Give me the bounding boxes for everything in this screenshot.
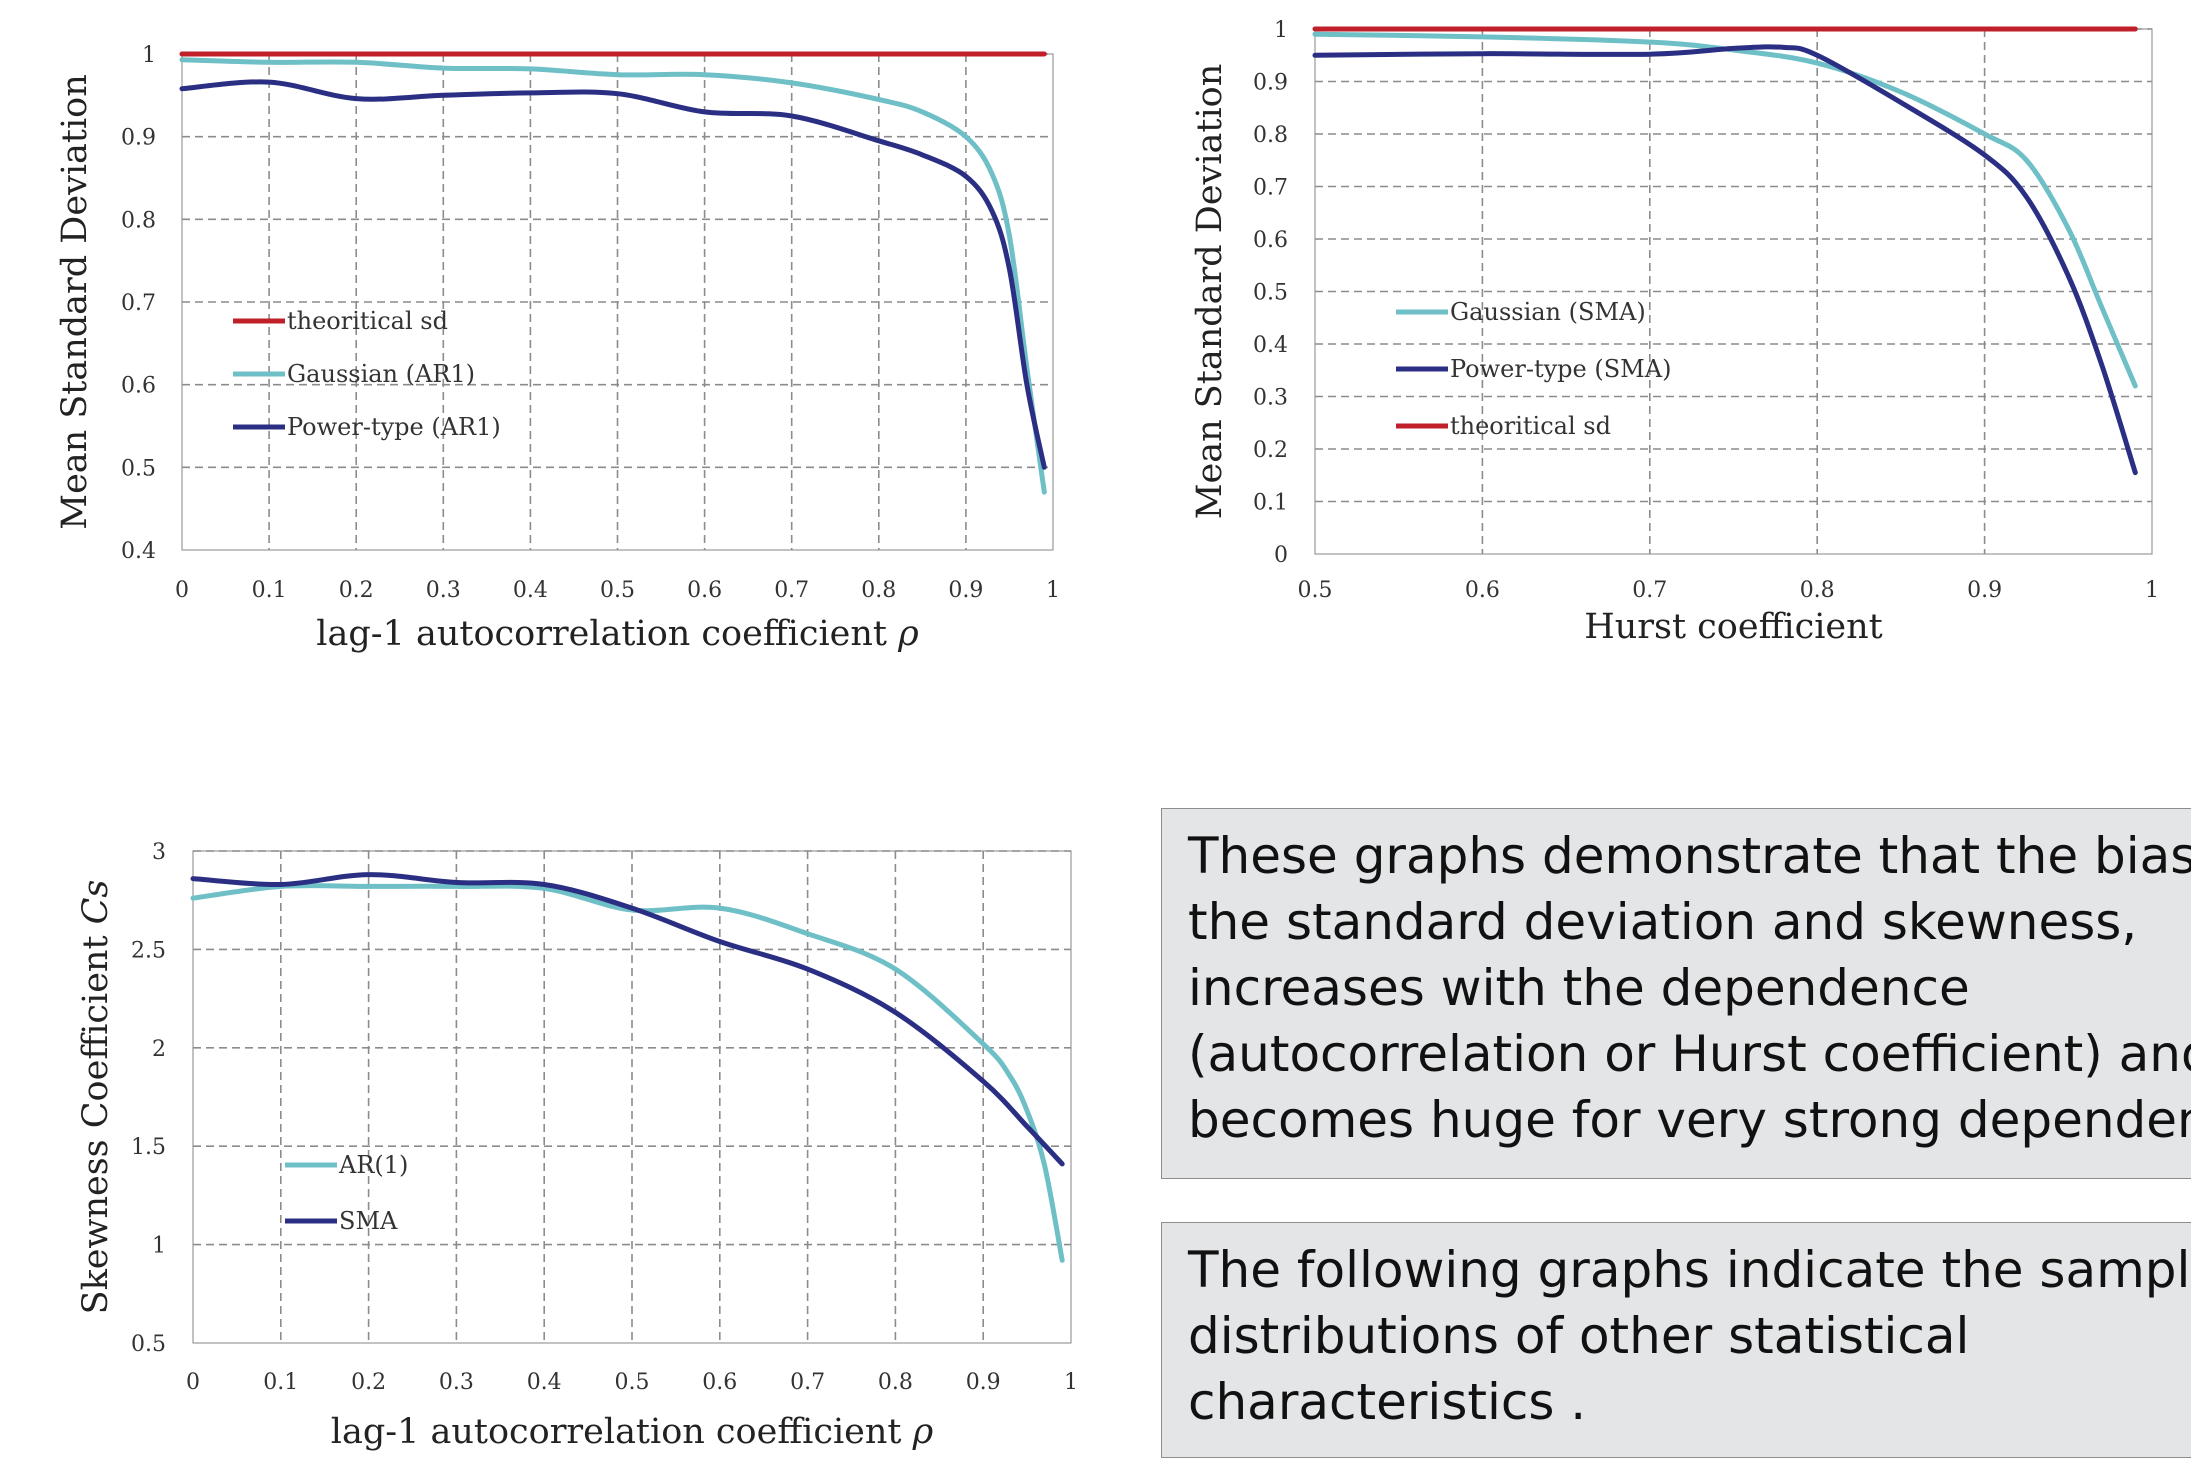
- note-line: distributions of other statistical: [1188, 1307, 1970, 1365]
- note-box-bias: These graphs demonstrate that the bias i…: [1161, 808, 2191, 1179]
- x-tick-label: 0.1: [252, 578, 287, 603]
- y-tick-label: 1: [152, 1234, 166, 1259]
- y-tick-label: 0.8: [1253, 123, 1288, 148]
- legend-label: Power-type (SMA): [1450, 355, 1671, 383]
- y-tick-label: 0.4: [1253, 333, 1288, 358]
- y-axis-label: Mean Standard Deviation: [1190, 64, 1230, 520]
- y-tick-label: 1: [142, 43, 156, 68]
- x-tick-label: 1: [1046, 578, 1060, 603]
- y-tick-label: 0.9: [1253, 71, 1288, 96]
- x-axis-symbol: ρ: [887, 614, 919, 654]
- x-tick-label: 0.6: [702, 1370, 737, 1395]
- y-tick-label: 3: [152, 840, 166, 865]
- y-tick-label: 1.5: [131, 1135, 166, 1160]
- note-line: becomes huge for very strong dependence.: [1188, 1091, 2191, 1149]
- y-tick-label: 2: [152, 1037, 166, 1062]
- series-line: [190, 883, 1065, 1263]
- series-line: [179, 57, 1047, 495]
- chart-1: 0 0.1 0.2 0.3 0.4 0.5 0.6 0.7 0.8 0.9 1 0.4 0.5 0.6 0.…: [55, 43, 1060, 654]
- note-line: the standard deviation and skewness,: [1188, 893, 2138, 951]
- y-axis-symbol: Cs: [76, 880, 116, 936]
- x-tick-label: 0.5: [615, 1370, 650, 1395]
- note-line: characteristics .: [1188, 1373, 1587, 1431]
- y-tick-label: 2.5: [131, 938, 166, 963]
- note-box-following: The following graphs indicate the sampli…: [1161, 1222, 2191, 1458]
- y-axis-label: Mean Standard Deviation: [55, 74, 95, 530]
- legend-label: AR(1): [338, 1151, 408, 1179]
- legend-label: Power-type (AR1): [287, 413, 501, 441]
- y-tick-label: 1: [1274, 18, 1288, 43]
- x-tick-label: 0.7: [774, 578, 809, 603]
- x-axis-label: lag-1 autocorrelation coefficient ρ: [316, 614, 919, 654]
- series-line: [190, 872, 1065, 1167]
- x-tick-label: 1: [2145, 578, 2159, 603]
- chart-3: 0 0.1 0.2 0.3 0.4 0.5 0.6 0.7 0.8 0.9 1 0.5 1 1.5 2 2.5…: [76, 840, 1078, 1452]
- y-tick-label: 0.9: [121, 126, 156, 151]
- legend-label: Gaussian (SMA): [1450, 298, 1646, 326]
- series-line: [1312, 44, 2138, 476]
- x-tick-label: 0.8: [1800, 578, 1835, 603]
- x-tick-label: 0.8: [861, 578, 896, 603]
- y-tick-label: 0.2: [1253, 438, 1288, 463]
- y-tick-label: 0.3: [1253, 386, 1288, 411]
- x-tick-label: 0.7: [1632, 578, 1667, 603]
- legend-label: theoritical sd: [1450, 412, 1611, 440]
- y-tick-label: 0.5: [121, 456, 156, 481]
- chart-2: 0.5 0.6 0.7 0.8 0.9 1 0 0.1 0.2 0.3 0.4 0.5 0.6 0.7 0.…: [1190, 18, 2159, 647]
- x-tick-label: 0.9: [948, 578, 983, 603]
- y-tick-label: 0.5: [131, 1332, 166, 1357]
- x-tick-label: 0.6: [1465, 578, 1500, 603]
- y-tick-label: 0.7: [121, 291, 156, 316]
- note-line: (autocorrelation or Hurst coefficient) a…: [1188, 1025, 2191, 1083]
- x-tick-label: 0.9: [966, 1370, 1001, 1395]
- y-tick-label: 0.7: [1253, 176, 1288, 201]
- x-tick-label: 0.8: [878, 1370, 913, 1395]
- y-axis-label: Skewness Coefficient Cs: [76, 880, 116, 1315]
- note-line: increases with the dependence: [1188, 959, 1970, 1017]
- x-axis-label: Hurst coefficient: [1584, 607, 1883, 647]
- x-tick-label: 0.1: [263, 1370, 298, 1395]
- y-tick-label: 0: [1274, 543, 1288, 568]
- note-line: The following graphs indicate the sampli…: [1188, 1241, 2191, 1299]
- series-line: [1312, 31, 2138, 389]
- note-line: These graphs demonstrate that the bias i…: [1188, 827, 2191, 885]
- y-tick-label: 0.6: [121, 374, 156, 399]
- y-tick-label: 0.5: [1253, 281, 1288, 306]
- x-tick-label: 0: [186, 1370, 200, 1395]
- y-tick-label: 0.4: [121, 539, 156, 564]
- x-tick-label: 0.5: [1298, 578, 1333, 603]
- x-tick-label: 0.4: [513, 578, 548, 603]
- legend-label: Gaussian (AR1): [287, 360, 475, 388]
- x-axis-symbol: ρ: [902, 1412, 934, 1452]
- x-tick-label: 0.9: [1967, 578, 2002, 603]
- x-tick-label: 0.3: [426, 578, 461, 603]
- legend-label: theoritical sd: [287, 307, 448, 335]
- x-tick-label: 0.5: [600, 578, 635, 603]
- x-tick-label: 0.2: [339, 578, 374, 603]
- y-tick-label: 0.6: [1253, 228, 1288, 253]
- x-tick-label: 0.7: [790, 1370, 825, 1395]
- x-tick-label: 0.2: [351, 1370, 386, 1395]
- x-tick-label: 0.3: [439, 1370, 474, 1395]
- x-tick-label: 0.4: [527, 1370, 562, 1395]
- series-line: [179, 79, 1047, 470]
- x-tick-label: 0: [175, 578, 189, 603]
- y-tick-label: 0.8: [121, 208, 156, 233]
- x-tick-label: 1: [1064, 1370, 1078, 1395]
- y-tick-label: 0.1: [1253, 491, 1288, 516]
- x-tick-label: 0.6: [687, 578, 722, 603]
- x-axis-label: lag-1 autocorrelation coefficient ρ: [331, 1412, 934, 1452]
- legend-label: SMA: [339, 1207, 398, 1235]
